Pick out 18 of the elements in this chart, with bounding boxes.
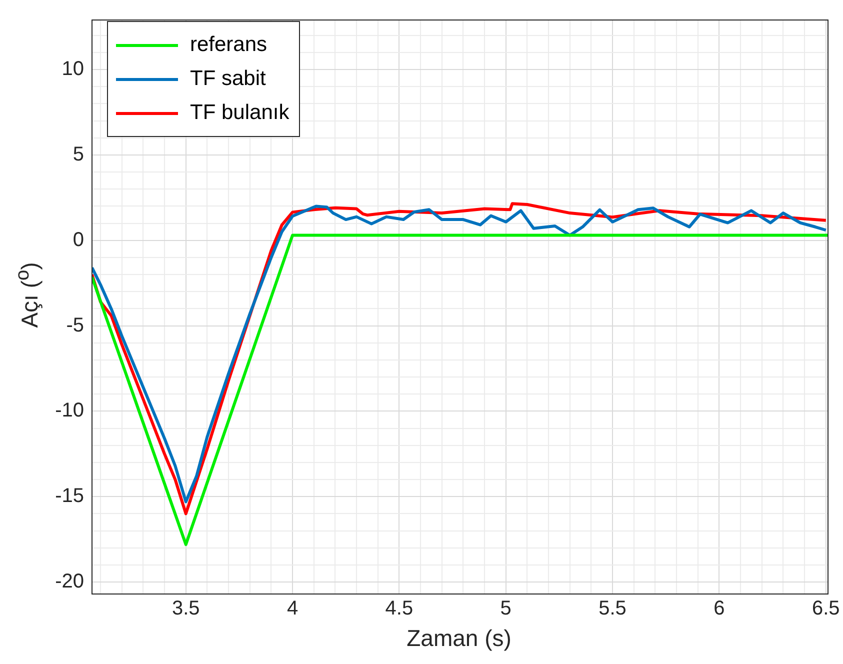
y-tick-label: 0 — [72, 228, 84, 251]
x-tick-label: 6 — [714, 598, 725, 620]
x-tick-label: 4.5 — [385, 598, 414, 620]
legend-label: TF bulanık — [190, 101, 290, 125]
y-tick-label: -5 — [66, 314, 84, 336]
y-tick-label: -15 — [55, 485, 84, 508]
y-tick-label: 10 — [62, 58, 84, 80]
legend-label: TF sabit — [190, 67, 266, 91]
y-tick-label: 5 — [72, 143, 84, 166]
x-tick-label: 4 — [286, 598, 298, 620]
y-tick-label: -10 — [55, 400, 84, 422]
x-tick-label: 5 — [500, 598, 512, 620]
legend-label: referans — [190, 33, 268, 57]
x-tick-label: 3.5 — [172, 598, 200, 620]
x-tick-label: 5.5 — [598, 598, 626, 620]
y-tick-label: -20 — [55, 570, 84, 593]
x-axis-title: Zaman (s) — [406, 625, 512, 652]
x-tick-label: 6.5 — [812, 598, 840, 620]
